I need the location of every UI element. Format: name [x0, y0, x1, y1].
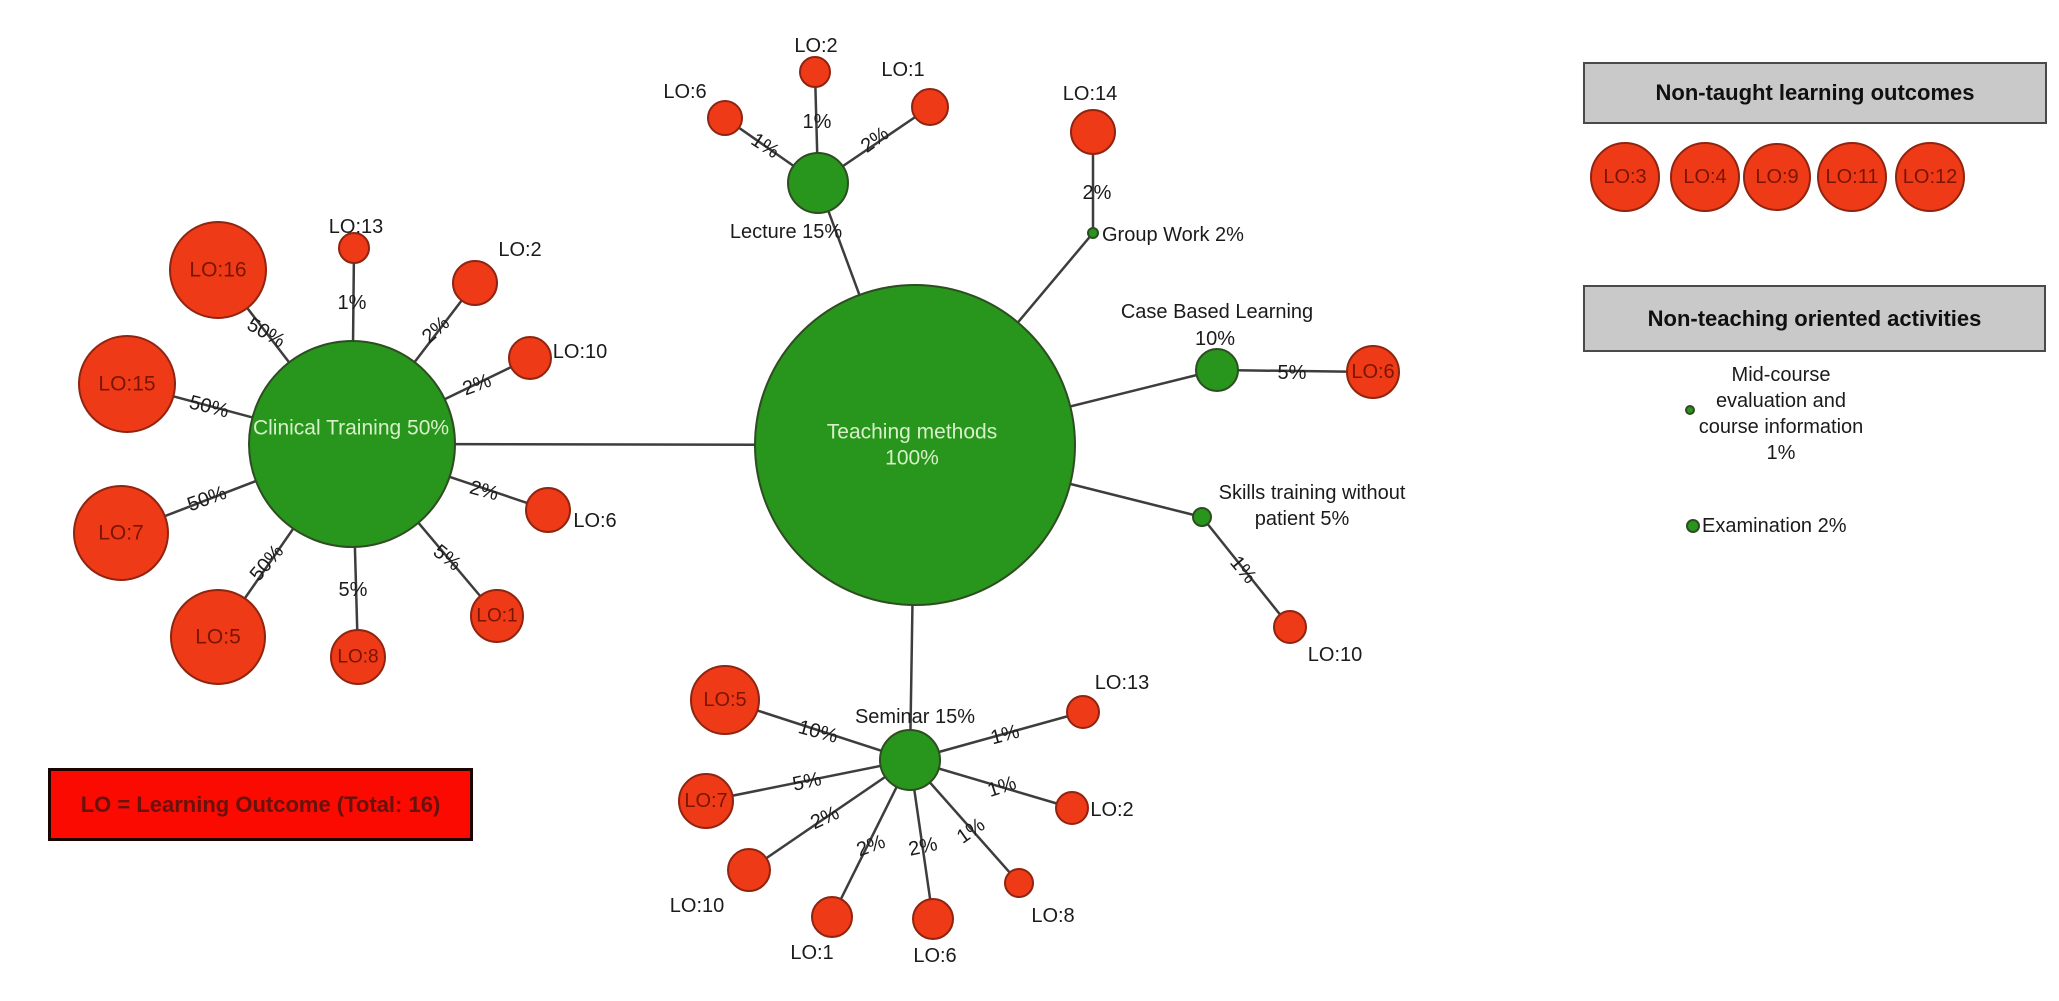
lecture-lo2-label: LO:2 — [794, 35, 838, 57]
casebased-lo6-pct: 5% — [1277, 362, 1307, 384]
skills-hub-label-line1: Skills training without — [1218, 482, 1406, 504]
clinical-hub-label: Clinical Training 50% — [252, 416, 450, 440]
teaching-methods-label-line1: Teaching methods — [826, 420, 998, 444]
groupwork-lo14-pct: 2% — [1082, 182, 1112, 204]
groupwork-lo14-label: LO:14 — [1062, 83, 1118, 105]
skills-training-hub-circle — [1192, 507, 1212, 527]
clinical-lo6-label: LO:6 — [573, 510, 617, 532]
seminar-lo7-circle — [678, 773, 734, 829]
clinical-lo15-label: LO:15 — [98, 372, 156, 396]
edge-seminar-lo7 — [705, 758, 911, 803]
nontaught-lo12-circle — [1895, 142, 1965, 212]
lecture-lo2-pct: 1% — [802, 111, 832, 133]
seminar-lo2-circle — [1055, 791, 1089, 825]
seminar-lo10-circle — [727, 848, 771, 892]
seminar-lo13-circle — [1066, 695, 1100, 729]
clinical-lo13-label: LO:13 — [328, 216, 384, 238]
activity-midcourse-label: Mid-course evaluation and course informa… — [1699, 362, 1864, 466]
clinical-lo10-label: LO:10 — [552, 341, 608, 363]
clinical-lo1-label: LO:1 — [476, 605, 518, 627]
clinical-lo8-circle — [330, 629, 386, 685]
seminar-lo5-circle — [690, 665, 760, 735]
lecture-hub-circle — [787, 152, 849, 214]
activity-midcourse-line4: 1% — [1766, 442, 1796, 464]
edge-seminar-lo10 — [748, 758, 911, 872]
seminar-lo7-label: LO:7 — [684, 790, 728, 812]
nontaught-lo3-label: LO:3 — [1603, 166, 1647, 188]
legend-box: LO = Learning Outcome (Total: 16) — [48, 768, 473, 841]
seminar-lo8-circle — [1004, 868, 1034, 898]
clinical-lo8-label: LO:8 — [337, 646, 379, 668]
skills-hub-label-line2: patient 5% — [1254, 508, 1350, 530]
activity-midcourse-line1: Mid-course — [1731, 364, 1831, 386]
clinical-lo5-circle — [170, 589, 266, 685]
case-based-hub-circle — [1195, 348, 1239, 392]
group-work-hub-label: Group Work 2% — [1102, 224, 1244, 246]
casebased-lo6-circle — [1346, 345, 1400, 399]
seminar-lo13-label: LO:13 — [1094, 672, 1150, 694]
teaching-methods-hub-circle — [754, 284, 1076, 606]
groupwork-lo14-circle — [1070, 109, 1116, 155]
nontaught-lo11-label: LO:11 — [1825, 166, 1879, 188]
edge-skills-lo10 — [1201, 516, 1291, 628]
lecture-lo1-label: LO:1 — [881, 59, 925, 81]
activity-midcourse-line3: course information — [1698, 416, 1864, 438]
seminar-lo1-label: LO:1 — [790, 942, 834, 964]
seminar-lo2-label: LO:2 — [1090, 799, 1134, 821]
lecture-lo2-circle — [799, 56, 831, 88]
activity-midcourse-line2: evaluation and — [1715, 390, 1847, 412]
seminar-lo8-label: LO:8 — [1031, 905, 1075, 927]
seminar-lo6-circle — [912, 898, 954, 940]
nontaught-lo9-circle — [1743, 143, 1811, 211]
clinical-lo13-pct: 1% — [337, 292, 367, 314]
activity-examination-label: Examination 2% — [1702, 515, 1847, 537]
clinical-lo1-circle — [470, 589, 524, 643]
midcourse-dot — [1685, 405, 1695, 415]
clinical-lo16-circle — [169, 221, 267, 319]
nontaught-lo4-label: LO:4 — [1683, 166, 1727, 188]
non-taught-panel-title: Non-taught learning outcomes — [1655, 80, 1975, 105]
skills-lo10-circle — [1273, 610, 1307, 644]
clinical-lo7-label: LO:7 — [98, 521, 144, 545]
clinical-lo5-label: LO:5 — [195, 625, 241, 649]
clinical-lo6-circle — [525, 487, 571, 533]
clinical-lo8-pct: 5% — [338, 579, 368, 601]
seminar-hub-label: Seminar 15% — [854, 706, 976, 728]
legend-text: LO = Learning Outcome (Total: 16) — [80, 791, 441, 817]
non-teaching-panel-header: Non-teaching oriented activities — [1583, 285, 2046, 352]
case-based-hub-label-line2: 10% — [1194, 328, 1236, 350]
nontaught-lo3-circle — [1590, 142, 1660, 212]
clinical-lo10-circle — [508, 336, 552, 380]
clinical-lo16-label: LO:16 — [189, 258, 247, 282]
seminar-lo10-label: LO:10 — [669, 895, 725, 917]
lecture-lo1-circle — [911, 88, 949, 126]
seminar-lo5-label: LO:5 — [703, 689, 747, 711]
case-based-hub-label-line1: Case Based Learning — [1120, 301, 1314, 323]
seminar-lo6-label: LO:6 — [913, 945, 957, 967]
teaching-methods-label-line2: 100% — [885, 446, 939, 470]
nontaught-lo12-label: LO:12 — [1902, 166, 1958, 188]
non-taught-panel-header: Non-taught learning outcomes — [1583, 62, 2047, 124]
group-work-hub-circle — [1087, 227, 1099, 239]
clinical-lo2-circle — [452, 260, 498, 306]
nontaught-lo9-label: LO:9 — [1755, 166, 1799, 188]
seminar-hub-circle — [879, 729, 941, 791]
lecture-lo6-label: LO:6 — [663, 81, 707, 103]
nontaught-lo4-circle — [1670, 142, 1740, 212]
seminar-lo1-circle — [811, 896, 853, 938]
non-teaching-panel-title: Non-teaching oriented activities — [1647, 305, 1982, 331]
clinical-lo15-circle — [78, 335, 176, 433]
casebased-lo6-label: LO:6 — [1351, 361, 1395, 383]
lecture-hub-label: Lecture 15% — [729, 221, 843, 243]
examination-dot — [1686, 519, 1700, 533]
lecture-lo6-circle — [707, 100, 743, 136]
clinical-training-hub-circle — [248, 340, 456, 548]
clinical-lo13-circle — [338, 232, 370, 264]
skills-lo10-label: LO:10 — [1307, 644, 1363, 666]
clinical-lo2-label: LO:2 — [498, 239, 542, 261]
clinical-lo7-circle — [73, 485, 169, 581]
nontaught-lo11-circle — [1817, 142, 1887, 212]
